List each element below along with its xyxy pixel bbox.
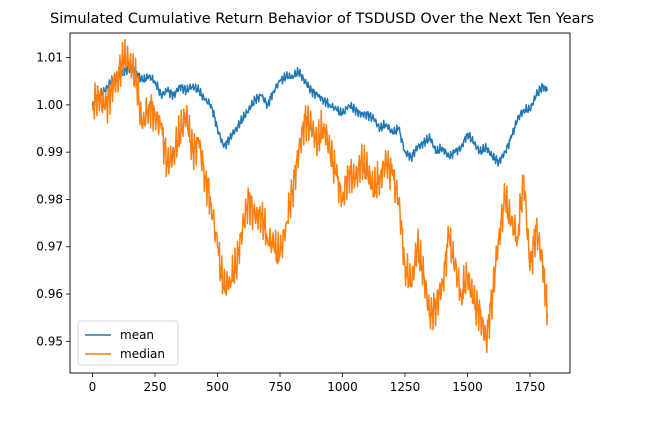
x-tick-label: 1000 — [327, 380, 358, 394]
legend: mean median — [77, 320, 179, 366]
y-tick-label: 1.00 — [36, 98, 63, 112]
legend-label-median: median — [120, 347, 165, 361]
series-line-mean — [91, 63, 549, 167]
x-tick-label: 750 — [269, 380, 292, 394]
x-tick-label: 1750 — [515, 380, 546, 394]
y-tick-label: 0.95 — [36, 334, 63, 348]
legend-label-mean: mean — [120, 328, 154, 342]
series-line-median — [91, 38, 549, 354]
y-tick-label: 0.99 — [36, 145, 63, 159]
series-layer — [91, 38, 549, 354]
x-tick-label: 1500 — [452, 380, 483, 394]
x-tick-label: 250 — [144, 380, 167, 394]
x-axis: 0 250 500 750 1000 1250 1500 1750 — [89, 373, 546, 394]
x-tick-label: 0 — [89, 380, 97, 394]
y-tick-label: 1.01 — [36, 51, 63, 65]
plot-area — [70, 33, 570, 373]
y-axis: 0.95 0.96 0.97 0.98 0.99 1.00 1.01 — [36, 51, 70, 348]
x-tick-label: 1250 — [390, 380, 421, 394]
y-tick-label: 0.97 — [36, 240, 63, 254]
y-tick-label: 0.98 — [36, 192, 63, 206]
chart-title: Simulated Cumulative Return Behavior of … — [50, 11, 594, 27]
plot-frame — [69, 32, 571, 374]
x-tick-label: 500 — [206, 380, 229, 394]
y-tick-label: 0.96 — [36, 287, 63, 301]
